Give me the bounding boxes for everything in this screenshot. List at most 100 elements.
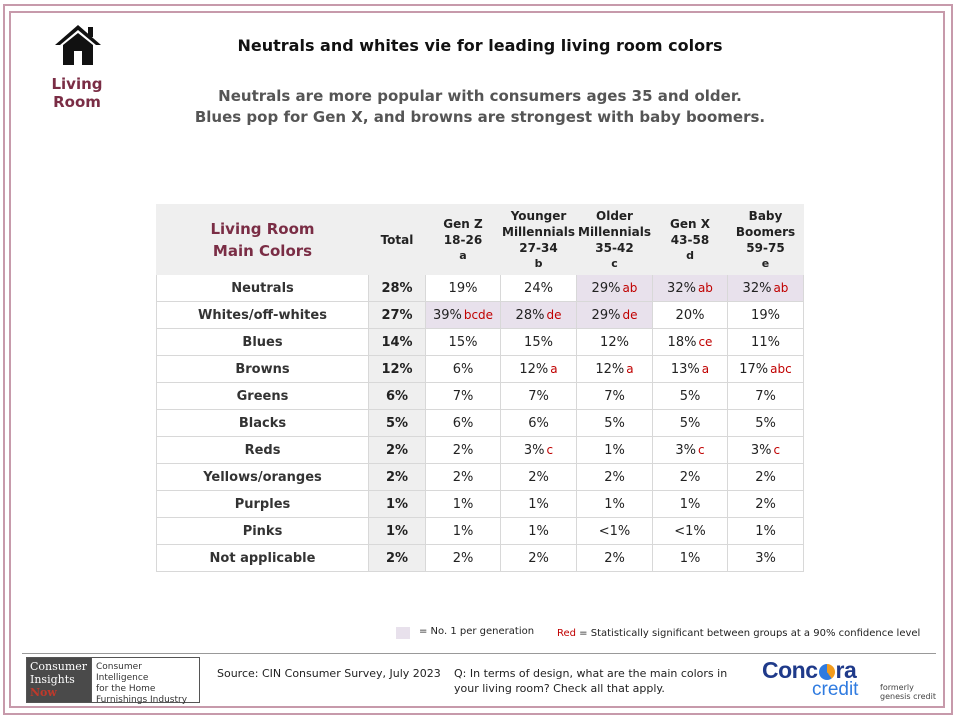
cell-value: 24%	[524, 280, 553, 296]
cin-line-3: Now	[30, 686, 57, 699]
significance-marker: a	[550, 361, 558, 376]
legend-swatch	[396, 627, 410, 639]
table-cell: 5%	[727, 409, 804, 437]
cell-value: 1%	[452, 523, 474, 539]
cell-value: 19%	[448, 280, 478, 296]
cell-value: 1%	[528, 496, 549, 512]
row-label: Purples	[156, 490, 369, 518]
table-cell: 3% c	[652, 436, 728, 464]
cell-value: 15%	[524, 334, 553, 350]
table-cell: 7%	[727, 382, 804, 410]
cell-value: 12%	[600, 334, 629, 350]
cell-value: 29%	[591, 307, 621, 323]
total-cell: 1%	[368, 517, 426, 545]
question-note: Q: In terms of design, what are the main…	[454, 667, 728, 695]
table-cell: 1%	[576, 436, 653, 464]
legend-red-word: Red	[557, 628, 576, 639]
concora-credit: credit	[812, 679, 859, 700]
table-header-row: Living Room Main Colors Total Gen Z 18-2…	[156, 204, 804, 275]
row-label: Reds	[156, 436, 369, 464]
significance-marker: ab	[697, 280, 713, 295]
house-icon	[55, 25, 101, 65]
cell-value: 20%	[675, 307, 705, 323]
outer-frame	[3, 4, 953, 715]
table-cell: 5%	[652, 382, 728, 410]
cell-value: 2%	[452, 442, 474, 458]
cell-value: 18%	[667, 334, 697, 350]
formerly-note: formerly genesis credit	[880, 683, 936, 701]
table-cell: 7%	[500, 382, 577, 410]
formerly-line-2: genesis credit	[880, 692, 936, 701]
row-label: Greens	[156, 382, 369, 410]
table-cell: 3% c	[500, 436, 577, 464]
cell-value: 2%	[528, 550, 549, 566]
cell-value: 17%	[739, 361, 769, 377]
row-label: Pinks	[156, 517, 369, 545]
column-letter: d	[686, 248, 694, 262]
row-label: Yellows/oranges	[156, 463, 369, 491]
table-row: Blues 14% 15% 15% 12% 18% ce 11%	[156, 328, 804, 356]
cell-value: 1%	[452, 496, 474, 512]
inner-frame	[9, 11, 945, 708]
total-cell: 12%	[368, 355, 426, 383]
subtitle-line-1: Neutrals are more popular with consumers…	[218, 87, 742, 105]
legend-significance: Red = Statistically significant between …	[557, 628, 920, 639]
row-header: Living Room Main Colors	[156, 204, 369, 275]
column-header-total: Total	[368, 204, 426, 275]
table-cell: 1%	[652, 490, 728, 518]
table-row: Greens 6% 7% 7% 7% 5% 7%	[156, 382, 804, 410]
cell-value: 13%	[670, 361, 700, 377]
table-cell: 1%	[425, 490, 501, 518]
column-header-older-millennials: Older Millennials 35-42 c	[576, 204, 653, 275]
column-header-gen-x: Gen X 43-58 d	[652, 204, 728, 275]
cell-value: 29%	[591, 280, 621, 296]
table-cell: 5%	[576, 409, 653, 437]
cell-value: 19%	[751, 307, 780, 323]
table-cell: 1%	[500, 517, 577, 545]
column-header-label: Total	[380, 232, 414, 247]
cell-value: 12%	[519, 361, 549, 377]
table-cell: 6%	[425, 409, 501, 437]
table-cell: 17% abc	[727, 355, 804, 383]
total-cell: 2%	[368, 463, 426, 491]
significance-marker: abc	[770, 361, 792, 376]
column-header-label: Younger	[510, 208, 567, 223]
table-cell: 32% ab	[727, 274, 804, 302]
cell-value: 2%	[755, 496, 776, 512]
total-cell: 27%	[368, 301, 426, 329]
cin-logo: Consumer Insights Now Consumer Intellige…	[26, 657, 200, 705]
cell-value: 1%	[755, 523, 776, 539]
table-cell: 1%	[425, 517, 501, 545]
table-cell: 2%	[576, 463, 653, 491]
table-cell: 1%	[652, 544, 728, 572]
column-letter: a	[459, 248, 467, 262]
significance-marker: c	[773, 442, 781, 457]
column-header-label: 43-58	[670, 232, 710, 247]
table-cell: 5%	[652, 409, 728, 437]
table-cell: 18% ce	[652, 328, 728, 356]
legend-red-label: = Statistically significant between grou…	[576, 628, 921, 639]
row-label: Browns	[156, 355, 369, 383]
cell-value: 11%	[751, 334, 780, 350]
footer-divider	[22, 653, 936, 654]
table-cell: 15%	[425, 328, 501, 356]
cell-value: 2%	[528, 469, 549, 485]
cell-value: 2%	[604, 550, 625, 566]
table-cell: 20%	[652, 301, 728, 329]
cell-value: 5%	[755, 415, 776, 431]
significance-marker: ce	[698, 334, 713, 349]
table-cell: 2%	[652, 463, 728, 491]
table-row: Whites/off-whites 27% 39% bcde 28% de 29% de 20%…	[156, 301, 804, 329]
cin-tagline-1: Consumer Intelligence	[96, 662, 149, 683]
page-title: Neutrals and whites vie for leading livi…	[237, 36, 723, 55]
table-cell: 2%	[727, 490, 804, 518]
table-cell: 1%	[727, 517, 804, 545]
colors-table: Living Room Main Colors Total Gen Z 18-2…	[156, 204, 804, 572]
table-cell: <1%	[576, 517, 653, 545]
table-cell: 11%	[727, 328, 804, 356]
table-cell: 2%	[425, 544, 501, 572]
cell-value: 5%	[679, 415, 701, 431]
cell-value: 32%	[667, 280, 696, 296]
table-cell: 12% a	[576, 355, 653, 383]
column-header-label: Millennials	[578, 224, 651, 239]
